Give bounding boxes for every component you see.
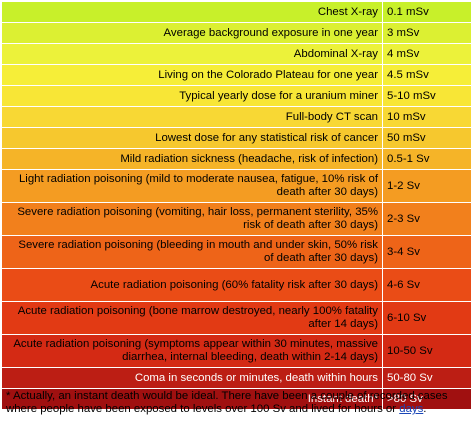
table-row: Coma in seconds or minutes, death within… bbox=[2, 368, 471, 389]
effect-description-cell: Mild radiation sickness (headache, risk … bbox=[2, 149, 383, 169]
effect-description: Severe radiation poisoning (bleeding in … bbox=[18, 239, 378, 264]
dose-value: 4.5 mSv bbox=[387, 68, 429, 81]
effect-description-cell: Severe radiation poisoning (vomiting, ha… bbox=[2, 203, 383, 235]
dose-value: 3-4 Sv bbox=[387, 245, 420, 258]
dose-value: 10-50 Sv bbox=[387, 344, 433, 357]
table-row: Instant death* >80 Sv bbox=[2, 389, 471, 410]
table-row: Living on the Colorado Plateau for one y… bbox=[2, 65, 471, 86]
effect-description-cell: Coma in seconds or minutes, death within… bbox=[2, 368, 383, 388]
table-row: Acute radiation poisoning (symptoms appe… bbox=[2, 335, 471, 368]
dose-value: 0.1 mSv bbox=[387, 5, 429, 18]
effect-description: Light radiation poisoning (mild to moder… bbox=[18, 173, 378, 198]
table-row: Typical yearly dose for a uranium miner 5… bbox=[2, 86, 471, 107]
effect-description: Acute radiation poisoning (60% fatality … bbox=[90, 278, 378, 291]
effect-description-cell: Living on the Colorado Plateau for one y… bbox=[2, 65, 383, 85]
table-row: Full-body CT scan 10 mSv bbox=[2, 107, 471, 128]
table-row: Light radiation poisoning (mild to moder… bbox=[2, 170, 471, 203]
table-row: Chest X-ray 0.1 mSv bbox=[2, 2, 471, 23]
effect-description: Typical yearly dose for a uranium miner bbox=[179, 89, 378, 102]
effect-description: Instant death* bbox=[307, 392, 378, 405]
effect-description-cell: Severe radiation poisoning (bleeding in … bbox=[2, 236, 383, 268]
effect-description-cell: Full-body CT scan bbox=[2, 107, 383, 127]
effect-description-cell: Average background exposure in one year bbox=[2, 23, 383, 43]
effect-description: Mild radiation sickness (headache, risk … bbox=[120, 152, 378, 165]
effect-description: Severe radiation poisoning (vomiting, ha… bbox=[17, 206, 378, 231]
dose-value: 4 mSv bbox=[387, 47, 420, 60]
table-row: Average background exposure in one year 3… bbox=[2, 23, 471, 44]
effect-description-cell: Typical yearly dose for a uranium miner bbox=[2, 86, 383, 106]
radiation-dose-table: Chest X-ray 0.1 mSv Average background exp… bbox=[2, 2, 471, 410]
effect-description: Coma in seconds or minutes, death within… bbox=[134, 371, 378, 384]
effect-description: Acute radiation poisoning (bone marrow d… bbox=[17, 305, 378, 330]
footnote-days-link[interactable]: days bbox=[399, 403, 424, 415]
dose-value: 0.5-1 Sv bbox=[387, 152, 430, 165]
table-row: Severe radiation poisoning (vomiting, ha… bbox=[2, 203, 471, 236]
effect-description: Abdominal X-ray bbox=[293, 47, 378, 60]
table-row: Mild radiation sickness (headache, risk … bbox=[2, 149, 471, 170]
dose-value: >80 Sv bbox=[387, 392, 423, 405]
effect-description-cell: Abdominal X-ray bbox=[2, 44, 383, 64]
effect-description-cell: Light radiation poisoning (mild to moder… bbox=[2, 170, 383, 202]
effect-description: Full-body CT scan bbox=[285, 110, 378, 123]
effect-description: Acute radiation poisoning (symptoms appe… bbox=[13, 338, 378, 363]
effect-description: Chest X-ray bbox=[317, 5, 378, 18]
table-row: Severe radiation poisoning (bleeding in … bbox=[2, 236, 471, 269]
dose-value: 6-10 Sv bbox=[387, 311, 427, 324]
dose-value: 50-80 Sv bbox=[387, 371, 433, 384]
table-row: Acute radiation poisoning (60% fatality … bbox=[2, 269, 471, 302]
dose-value: 4-6 Sv bbox=[387, 278, 420, 291]
effect-description-cell: Instant death* bbox=[2, 389, 383, 409]
effect-description-cell: Chest X-ray bbox=[2, 2, 383, 22]
dose-value: 3 mSv bbox=[387, 26, 420, 39]
effect-description-cell: Acute radiation poisoning (60% fatality … bbox=[2, 269, 383, 301]
table-row: Lowest dose for any statistical risk of … bbox=[2, 128, 471, 149]
dose-value: 1-2 Sv bbox=[387, 179, 420, 192]
dose-value: 10 mSv bbox=[387, 110, 426, 123]
table-row: Abdominal X-ray 4 mSv bbox=[2, 44, 471, 65]
effect-description: Lowest dose for any statistical risk of … bbox=[155, 131, 378, 144]
dose-value: 2-3 Sv bbox=[387, 212, 420, 225]
effect-description: Living on the Colorado Plateau for one y… bbox=[158, 68, 378, 81]
footnote-text: * Actually, an instant death would be id… bbox=[6, 390, 448, 415]
effect-description-cell: Acute radiation poisoning (bone marrow d… bbox=[2, 302, 383, 334]
table-row: Acute radiation poisoning (bone marrow d… bbox=[2, 302, 471, 335]
effect-description-cell: Acute radiation poisoning (symptoms appe… bbox=[2, 335, 383, 367]
footnote: * Actually, an instant death would be id… bbox=[6, 390, 468, 416]
effect-description-cell: Lowest dose for any statistical risk of … bbox=[2, 128, 383, 148]
dose-value: 50 mSv bbox=[387, 131, 426, 144]
footnote-end: . bbox=[423, 403, 427, 415]
effect-description: Average background exposure in one year bbox=[163, 26, 378, 39]
dose-value: 5-10 mSv bbox=[387, 89, 436, 102]
